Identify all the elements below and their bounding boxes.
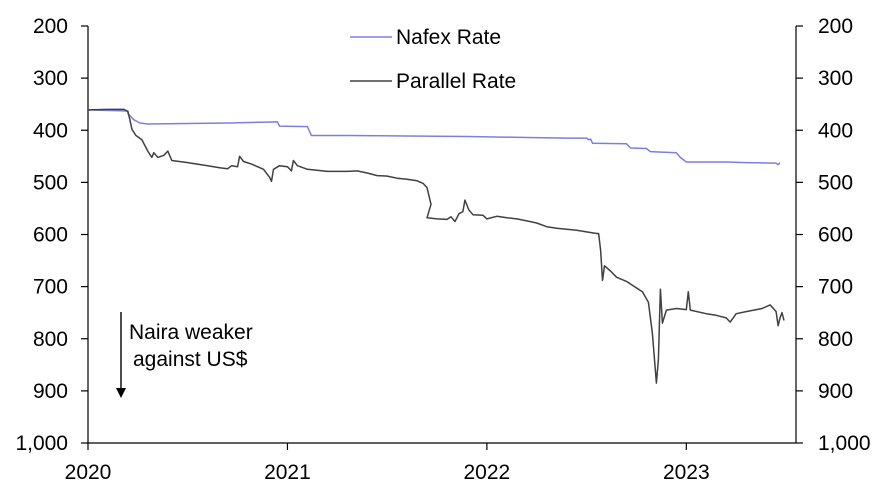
right-y-tick-label: 800 [818,328,853,351]
x-tick-label: 2022 [464,461,511,484]
right-y-tick-label: 700 [818,276,853,299]
series-layer [87,108,785,384]
annotation: Naira weaker against US$ [116,312,253,398]
series-line-nafex [87,109,781,166]
legend-label-parallel: Parallel Rate [396,70,516,93]
left-y-tick-label: 600 [33,224,68,247]
right-y-ticks: 200 300 400 500 600 700 800 900 1,000 [796,15,871,455]
legend-label-nafex: Nafex Rate [396,26,501,49]
right-y-tick-label: 500 [818,171,853,194]
x-ticks: 2020 2021 2022 2023 [65,443,710,484]
right-y-tick-label: 900 [818,380,853,403]
left-y-tick-label: 500 [33,171,68,194]
left-y-tick-label: 900 [33,380,68,403]
right-y-tick-label: 300 [818,67,853,90]
x-tick-label: 2020 [65,461,112,484]
left-y-tick-label: 1,000 [15,432,68,455]
right-y-tick-label: 1,000 [818,432,871,455]
legend: Nafex Rate Parallel Rate [350,26,516,93]
left-y-tick-label: 700 [33,276,68,299]
annotation-arrow-head [116,388,126,398]
x-tick-label: 2021 [264,461,311,484]
right-y-tick-label: 400 [818,119,853,142]
left-y-tick-label: 800 [33,328,68,351]
left-y-ticks: 200 300 400 500 600 700 800 900 1,000 [15,15,88,455]
legend-item-parallel: Parallel Rate [350,70,516,93]
right-y-tick-label: 200 [818,15,853,38]
left-y-tick-label: 400 [33,119,68,142]
annotation-line-1: Naira weaker [129,321,253,344]
left-y-tick-label: 200 [33,15,68,38]
legend-item-nafex: Nafex Rate [350,26,501,49]
right-y-tick-label: 600 [818,224,853,247]
left-y-tick-label: 300 [33,67,68,90]
series-line-parallel [87,108,785,384]
x-tick-label: 2023 [663,461,710,484]
annotation-line-2: against US$ [133,348,248,371]
